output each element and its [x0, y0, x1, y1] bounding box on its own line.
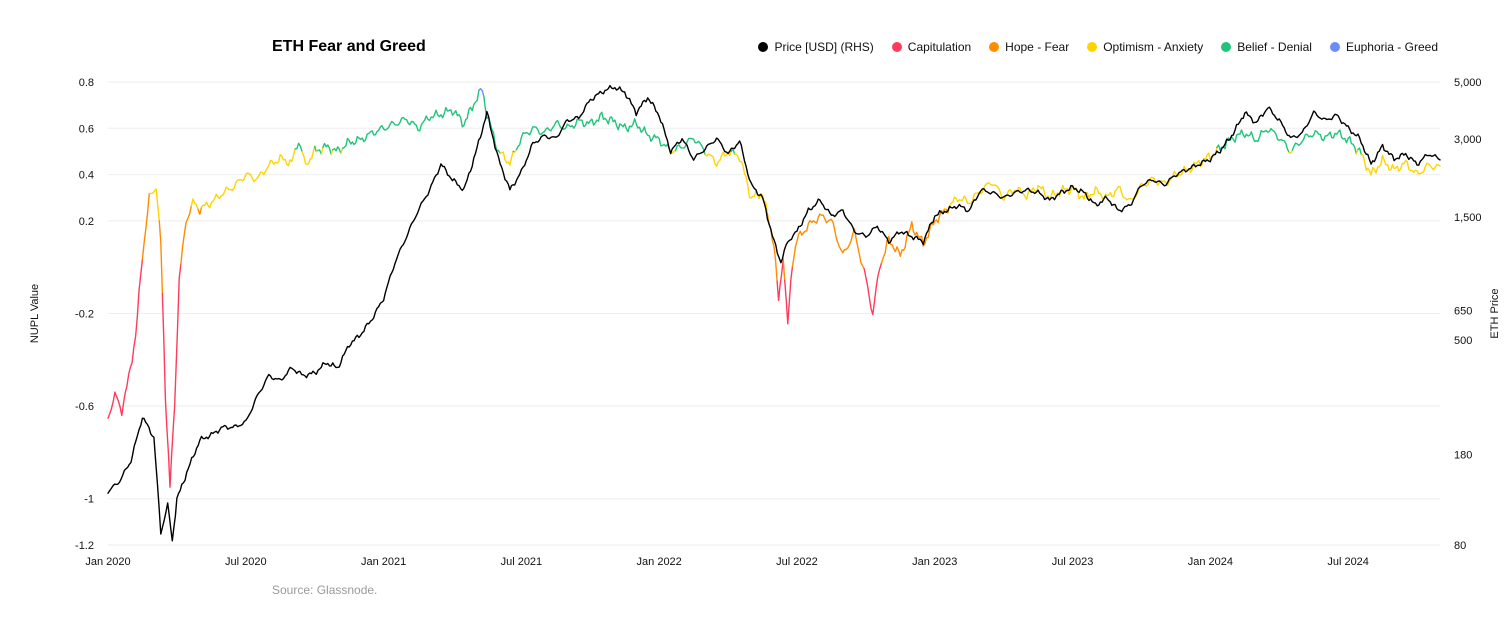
legend-swatch: [758, 42, 768, 52]
y-left-axis-title: NUPL Value: [29, 284, 41, 343]
nupl-line-segment: [479, 89, 484, 97]
nupl-line-segment: [731, 149, 734, 154]
y-left-tick-label: 0.8: [79, 77, 94, 89]
nupl-line-segment: [149, 189, 159, 221]
y-left-tick-label: -1: [84, 494, 94, 506]
nupl-line-segment: [321, 148, 323, 155]
x-tick-label: Jan 2023: [912, 556, 957, 568]
legend-swatch: [892, 42, 902, 52]
y-right-tick-label: 180: [1454, 449, 1472, 461]
legend-swatch: [1330, 42, 1340, 52]
nupl-line-segment: [1361, 155, 1440, 175]
nupl-line-segment: [950, 148, 1217, 207]
y-right-tick-label: 80: [1454, 540, 1466, 552]
x-tick-label: Jul 2024: [1327, 556, 1369, 568]
nupl-line-segment: [864, 263, 881, 315]
x-tick-label: Jul 2023: [1052, 556, 1094, 568]
y-right-tick-label: 3,000: [1454, 134, 1482, 146]
nupl-line-segment: [783, 259, 785, 280]
nupl-line-segment: [1358, 148, 1361, 155]
nupl-line-segment: [1292, 130, 1356, 154]
chart-header: ETH Fear and Greed Price [USD] (RHS) Capi…: [0, 38, 1508, 56]
x-tick-label: Jan 2024: [1188, 556, 1233, 568]
chart-legend: Price [USD] (RHS) Capitulation Hope - Fear…: [758, 40, 1438, 54]
y-left-tick-label: -0.6: [75, 401, 94, 413]
nupl-line-segment: [302, 146, 315, 165]
nupl-line-segment: [500, 151, 513, 165]
x-tick-label: Jan 2022: [637, 556, 682, 568]
nupl-line-segment: [315, 146, 317, 151]
legend-item: Price [USD] (RHS): [758, 40, 873, 54]
nupl-line-segment: [333, 147, 341, 153]
legend-label: Price [USD] (RHS): [774, 40, 873, 54]
legend-swatch: [1087, 42, 1097, 52]
nupl-line-segment: [484, 97, 500, 153]
legend-swatch: [989, 42, 999, 52]
chart-source: Source: Glassnode.: [272, 583, 377, 597]
legend-label: Capitulation: [908, 40, 971, 54]
x-tick-label: Jul 2022: [776, 556, 818, 568]
nupl-line-segment: [159, 221, 162, 294]
nupl-line-segment: [108, 260, 142, 419]
chart-title: ETH Fear and Greed: [272, 38, 426, 56]
y-right-tick-label: 500: [1454, 335, 1472, 347]
nupl-line-segment: [343, 90, 479, 148]
legend-label: Hope - Fear: [1005, 40, 1069, 54]
chart-container: ETH Fear and Greed Price [USD] (RHS) Capi…: [0, 0, 1508, 617]
legend-swatch: [1221, 42, 1231, 52]
y-left-tick-label: -1.2: [75, 540, 94, 552]
x-tick-label: Jan 2020: [85, 556, 130, 568]
chart-svg: -1.2 -1 -0.6 -0.2 0.2 0.4 0.6 0.8 NUPL Value 80 18…: [0, 0, 1508, 617]
y-left-tick-label: 0.2: [79, 216, 94, 228]
legend-item: Belief - Denial: [1221, 40, 1312, 54]
x-tick-label: Jul 2021: [501, 556, 543, 568]
legend-label: Euphoria - Greed: [1346, 40, 1438, 54]
y-right-tick-label: 5,000: [1454, 77, 1482, 89]
legend-label: Belief - Denial: [1237, 40, 1312, 54]
nupl-line-segment: [295, 143, 302, 151]
grid: [108, 82, 1440, 545]
nupl-line-segment: [191, 199, 198, 210]
nupl-line-segment: [198, 207, 201, 214]
x-tick-label: Jan 2021: [361, 556, 406, 568]
nupl-line-segment: [785, 267, 793, 324]
nupl-line-segment: [142, 193, 149, 259]
nupl-line-segment: [202, 149, 296, 208]
nupl-line-segment: [181, 206, 191, 264]
y-right-tick-label: 650: [1454, 305, 1472, 317]
legend-label: Optimism - Anxiety: [1103, 40, 1203, 54]
legend-item: Optimism - Anxiety: [1087, 40, 1203, 54]
x-tick-label: Jul 2020: [225, 556, 267, 568]
nupl-line-segment: [676, 138, 706, 154]
y-left-tick-label: 0.4: [79, 170, 94, 182]
nupl-line-segment: [777, 259, 783, 300]
nupl-line-segment: [341, 148, 343, 153]
legend-item: Capitulation: [892, 40, 971, 54]
nupl-line-segment: [323, 144, 331, 155]
y-left-tick-label: -0.2: [75, 309, 94, 321]
y-left-tick-label: 0.6: [79, 123, 94, 135]
nupl-line-segment: [517, 112, 671, 154]
y-right-tick-label: 1,500: [1454, 212, 1482, 224]
legend-item: Hope - Fear: [989, 40, 1069, 54]
y-right-axis-title: ETH Price: [1489, 288, 1501, 338]
nupl-line-segment: [162, 264, 181, 487]
legend-item: Euphoria - Greed: [1330, 40, 1438, 54]
nupl-line-segment: [331, 150, 333, 155]
